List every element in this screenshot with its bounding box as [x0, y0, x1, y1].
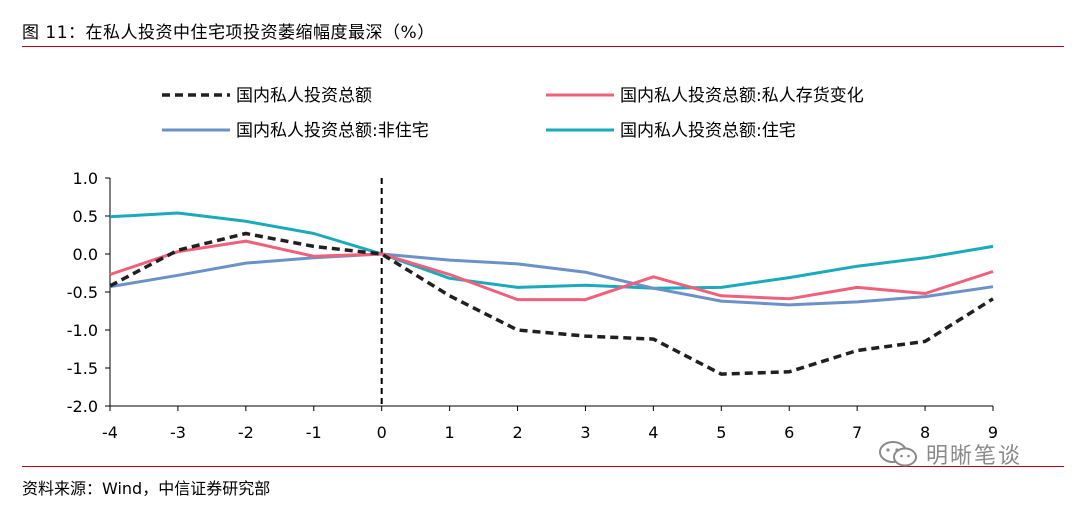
series-line-3: [109, 211, 994, 290]
series-line-2: [109, 252, 994, 307]
legend-label-3: 国内私人投资总额:住宅: [620, 121, 796, 141]
legend-label-2: 国内私人投资总额:非住宅: [236, 121, 429, 141]
chart-axes: 1.0 0.5 0.0 -0.5 -1.0 -1.5 -2.0-4 -3 -2 -1 0 1 2 3 4 5 6…: [67, 169, 998, 442]
title-rule: [22, 46, 1064, 47]
y-tick-label: -1.5: [67, 359, 98, 378]
x-tick-label: 3: [580, 423, 590, 442]
x-tick-label: -2: [238, 423, 254, 442]
legend-label-1: 国内私人投资总额:私人存货变化: [620, 86, 864, 106]
series-line-1: [109, 239, 994, 302]
watermark: 明晰笔谈: [878, 438, 1022, 470]
x-tick-label: -3: [170, 423, 186, 442]
series-line-0: [109, 231, 994, 376]
x-tick-label: 9: [988, 423, 998, 442]
x-tick-label: 7: [852, 423, 862, 442]
y-tick-label: -0.5: [67, 283, 98, 302]
x-tick-label: -1: [306, 423, 322, 442]
chart-series: [109, 211, 994, 376]
y-tick-label: 1.0: [73, 169, 98, 188]
x-tick-label: 4: [648, 423, 658, 442]
y-tick-label: 0.5: [73, 207, 98, 226]
wechat-icon: [879, 441, 917, 467]
x-tick-label: 0: [377, 423, 387, 442]
x-tick-label: 5: [716, 423, 726, 442]
y-tick-label: -2.0: [67, 397, 98, 416]
y-tick-label: 0.0: [73, 245, 98, 264]
source-note: 资料来源：Wind，中信证券研究部: [22, 479, 271, 498]
y-tick-label: -1.0: [67, 321, 98, 340]
watermark-text: 明晰笔谈: [926, 444, 1023, 469]
legend-label-0: 国内私人投资总额: [236, 86, 372, 106]
x-tick-label: 8: [920, 423, 930, 442]
footer-rule: [22, 466, 1064, 467]
x-tick-label: -4: [102, 423, 118, 442]
x-tick-label: 1: [445, 423, 455, 442]
x-tick-label: 2: [512, 423, 522, 442]
x-tick-label: 6: [784, 423, 794, 442]
figure-title: 图 11：在私人投资中住宅项投资萎缩幅度最深（%）: [22, 23, 435, 43]
